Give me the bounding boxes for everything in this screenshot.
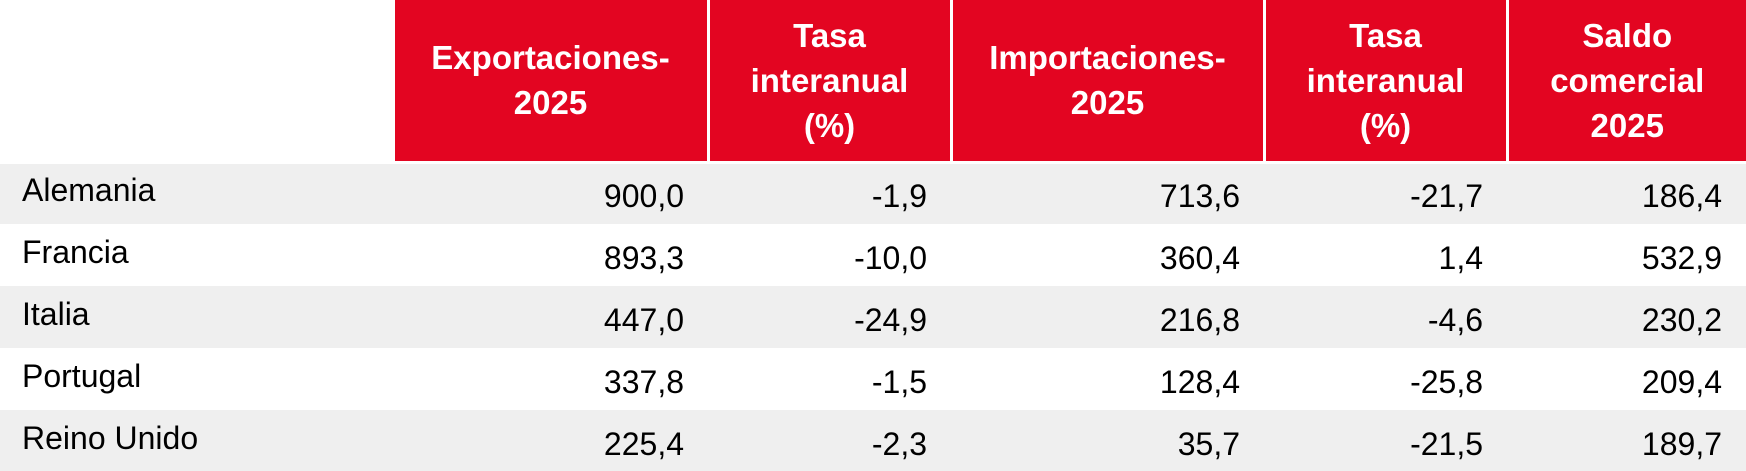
header-imports-line: Importaciones- — [989, 39, 1226, 77]
header-exports-line: Exportaciones- — [431, 39, 670, 77]
table-row: Francia 893,3 -10,0 360,4 1,4 532,9 — [0, 224, 1746, 286]
country-cell: Francia — [0, 224, 393, 286]
header-balance-line: 2025 — [1590, 106, 1664, 144]
imports-cell: 35,7 — [951, 410, 1264, 471]
header-imports-rate-line: interanual — [1306, 61, 1465, 99]
exports-rate-cell: -2,3 — [708, 410, 951, 471]
imports-cell: 216,8 — [951, 286, 1264, 348]
country-cell: Alemania — [0, 162, 393, 224]
exports-rate-cell: -1,5 — [708, 348, 951, 410]
header-imports-line: 2025 — [1070, 84, 1145, 122]
header-exports-rate-line: Tasa — [793, 16, 866, 54]
exports-cell: 447,0 — [393, 286, 708, 348]
exports-rate-cell: -24,9 — [708, 286, 951, 348]
balance-cell: 186,4 — [1507, 162, 1746, 224]
balance-cell: 189,7 — [1507, 410, 1746, 471]
header-exports-rate: Tasa interanual (%) — [706, 0, 951, 164]
table-row: Italia 447,0 -24,9 216,8 -4,6 230,2 — [0, 286, 1746, 348]
header-exports-rate-line: interanual — [750, 61, 909, 99]
imports-rate-cell: 1,4 — [1264, 224, 1507, 286]
imports-cell: 128,4 — [951, 348, 1264, 410]
exports-rate-cell: -1,9 — [708, 162, 951, 224]
balance-cell: 230,2 — [1507, 286, 1746, 348]
imports-rate-cell: -25,8 — [1264, 348, 1507, 410]
balance-cell: 209,4 — [1507, 348, 1746, 410]
exports-cell: 337,8 — [393, 348, 708, 410]
header-balance-line: comercial — [1550, 61, 1705, 99]
imports-cell: 360,4 — [951, 224, 1264, 286]
header-corner — [0, 0, 393, 164]
header-imports-rate: Tasa interanual (%) — [1262, 0, 1507, 164]
header-row: Exportaciones- 2025 Tasa interanual (%) … — [0, 0, 1746, 164]
header-exports-rate-line: (%) — [803, 106, 856, 144]
exports-cell: 900,0 — [393, 162, 708, 224]
header-exports: Exportaciones- 2025 — [391, 0, 708, 164]
exports-rate-cell: -10,0 — [708, 224, 951, 286]
header-imports-rate-line: Tasa — [1349, 16, 1422, 54]
header-imports: Importaciones- 2025 — [949, 0, 1264, 164]
imports-cell: 713,6 — [951, 162, 1264, 224]
table-row: Reino Unido 225,4 -2,3 35,7 -21,5 189,7 — [0, 410, 1746, 471]
country-cell: Portugal — [0, 348, 393, 410]
balance-cell: 532,9 — [1507, 224, 1746, 286]
country-cell: Reino Unido — [0, 410, 393, 471]
table-row: Alemania 900,0 -1,9 713,6 -21,7 186,4 — [0, 162, 1746, 224]
exports-cell: 893,3 — [393, 224, 708, 286]
header-exports-line: 2025 — [513, 84, 588, 122]
header-imports-rate-line: (%) — [1359, 106, 1412, 144]
header-balance-line: Saldo — [1582, 16, 1673, 54]
header-balance: Saldo comercial 2025 — [1505, 0, 1746, 164]
table-row: Portugal 337,8 -1,5 128,4 -25,8 209,4 — [0, 348, 1746, 410]
exports-cell: 225,4 — [393, 410, 708, 471]
imports-rate-cell: -21,7 — [1264, 162, 1507, 224]
imports-rate-cell: -21,5 — [1264, 410, 1507, 471]
imports-rate-cell: -4,6 — [1264, 286, 1507, 348]
country-cell: Italia — [0, 286, 393, 348]
